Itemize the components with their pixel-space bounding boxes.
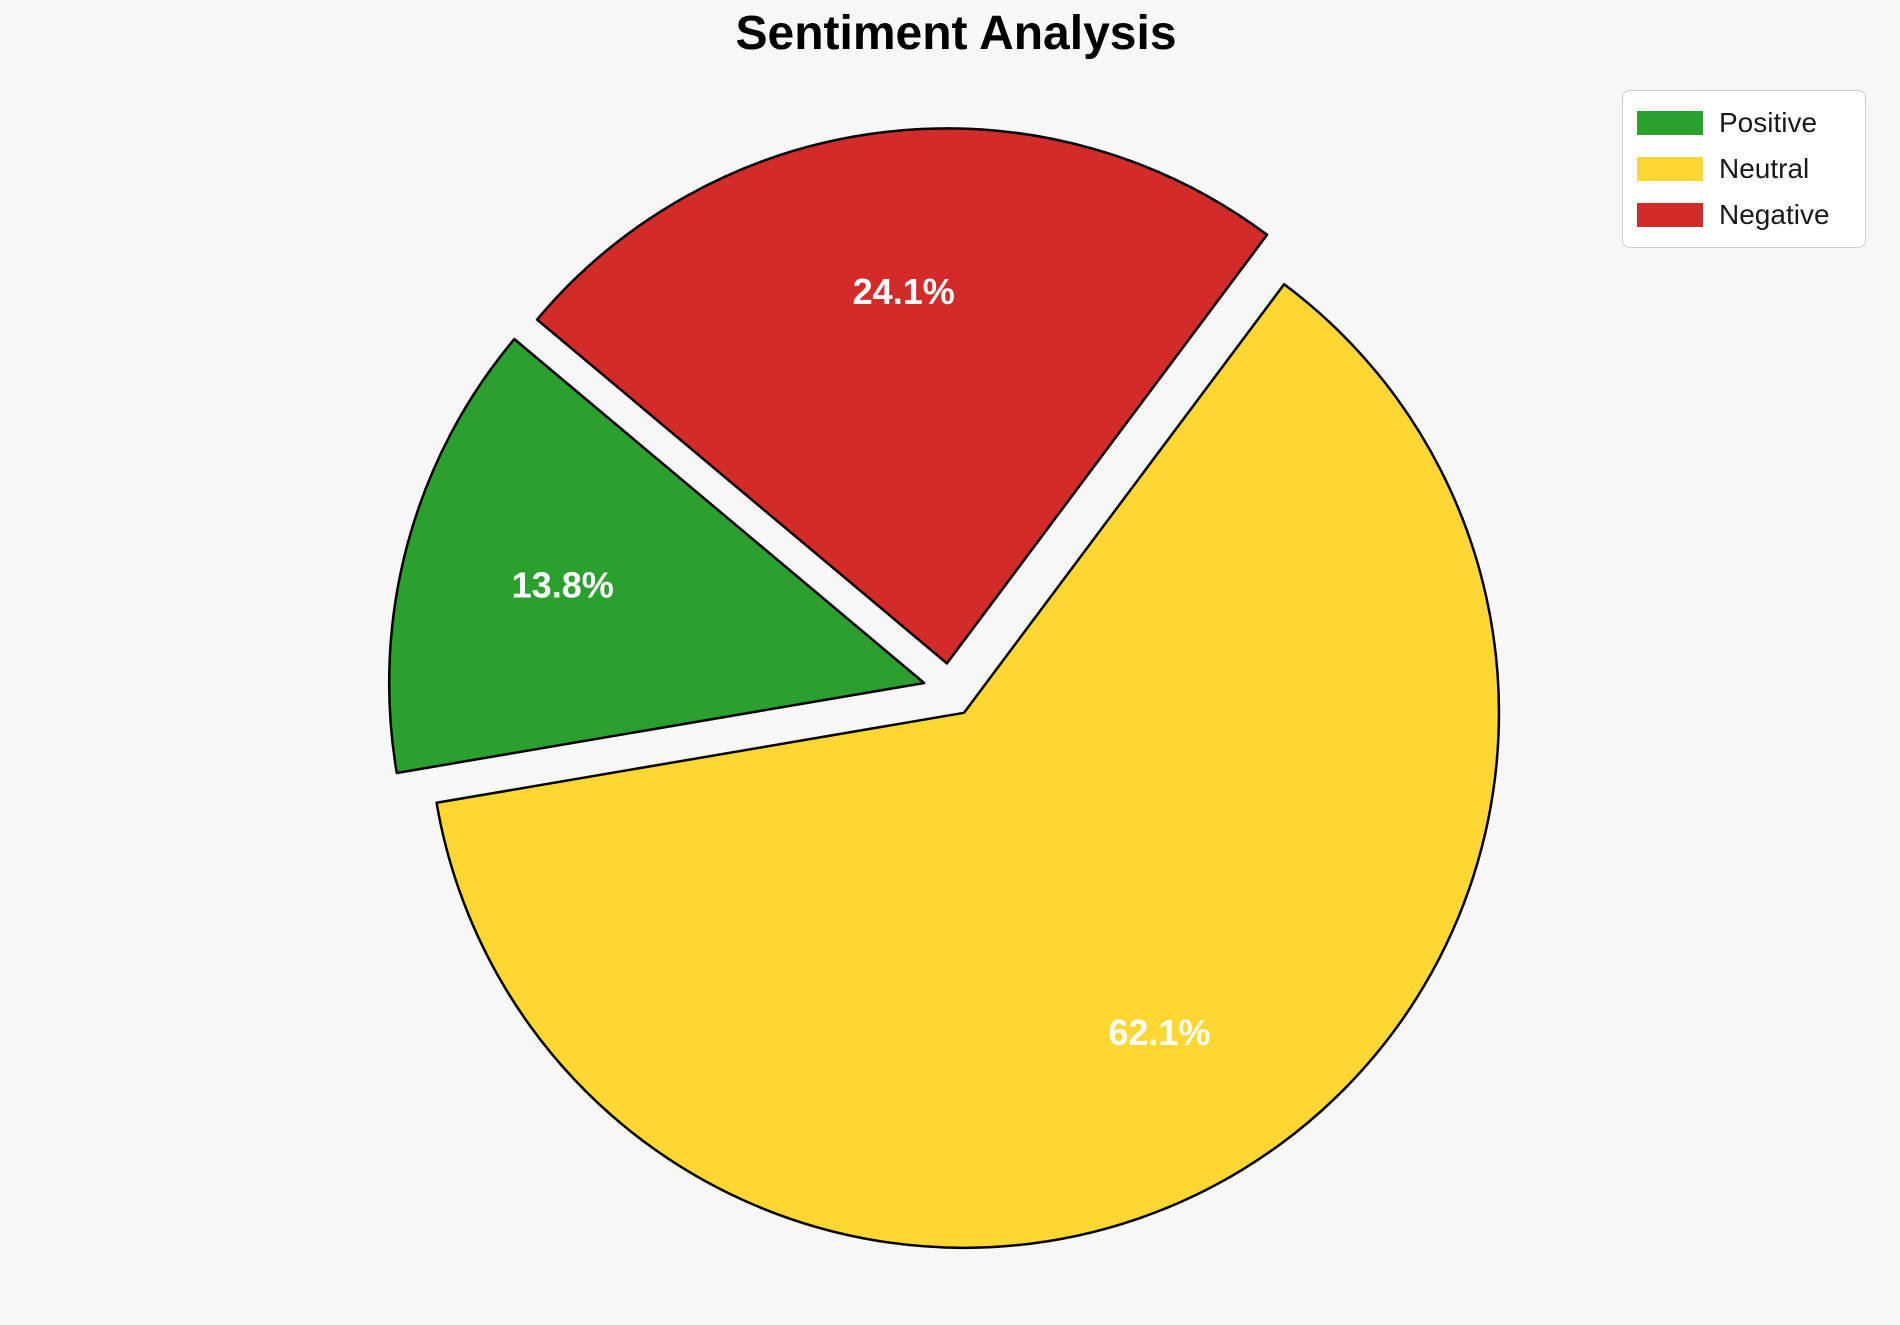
pie-slice-positive [387,337,926,775]
pie-slice-neutral [435,282,1501,1250]
pie-slice-percent-label: 24.1% [853,271,955,312]
chart-title: Sentiment Analysis [735,7,1177,60]
pie-slice-percent-label: 13.8% [512,565,614,606]
legend-label: Positive [1719,107,1818,138]
legend-swatch-neutral [1637,157,1703,181]
legend-label: Negative [1719,199,1830,230]
legend-item: Neutral [1637,147,1851,191]
legend: Positive Neutral Negative [1622,90,1866,248]
pie-slice-negative [535,127,1269,665]
pie-slice-percent-label: 62.1% [1108,1012,1210,1053]
legend-swatch-negative [1637,203,1703,227]
legend-label: Neutral [1719,153,1810,184]
legend-item: Negative [1637,193,1851,237]
legend-item: Positive [1637,101,1851,145]
legend-swatch-positive [1637,111,1703,135]
